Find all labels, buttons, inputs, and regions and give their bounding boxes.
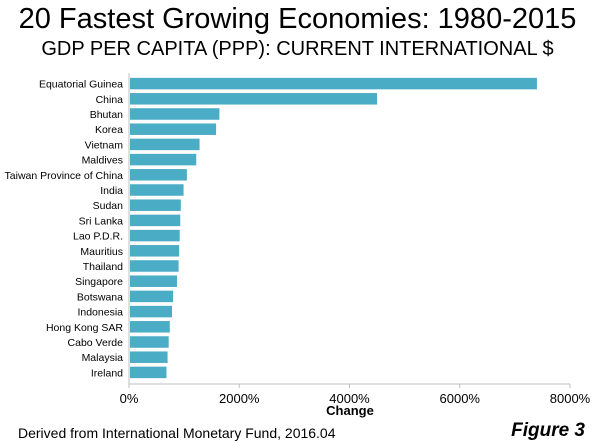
chart-subtitle: GDP PER CAPITA (PPP): CURRENT INTERNATIO… xyxy=(41,38,554,60)
category-label: Mauritius xyxy=(80,246,123,258)
x-axis-label: Change xyxy=(326,403,374,418)
bar xyxy=(130,138,200,151)
category-label: Botswana xyxy=(77,291,123,303)
x-tick-label: 0% xyxy=(120,391,139,406)
bar xyxy=(130,336,169,348)
bar xyxy=(130,108,220,120)
bar xyxy=(130,199,181,211)
category-label: Vietnam xyxy=(85,139,124,151)
category-label: Indonesia xyxy=(77,307,123,319)
bar xyxy=(130,275,177,287)
category-label: Cabo Verde xyxy=(68,337,124,349)
source-note: Derived from International Monetary Fund… xyxy=(18,425,336,441)
category-label: Malaysia xyxy=(82,352,124,364)
bar xyxy=(130,169,187,181)
x-tick-label: 6000% xyxy=(440,391,481,406)
bar xyxy=(130,77,537,90)
category-label: Maldives xyxy=(82,155,123,167)
bar xyxy=(130,184,184,196)
bar xyxy=(130,290,174,303)
category-label: India xyxy=(100,185,123,197)
category-label: Bhutan xyxy=(90,109,123,121)
bar xyxy=(130,260,179,272)
bar xyxy=(130,321,170,333)
category-label: Ireland xyxy=(91,367,123,379)
category-label: Singapore xyxy=(75,276,123,288)
x-tick-label: 8000% xyxy=(550,391,591,406)
x-tick-label: 4000% xyxy=(329,391,370,406)
plot-area: Equatorial Guinea China Bhutan Korea Vietnam… xyxy=(5,73,591,406)
bar xyxy=(130,214,181,227)
category-label: Korea xyxy=(95,124,123,136)
bar-chart: Equatorial Guinea China Bhutan Korea Vietnam… xyxy=(5,73,591,418)
category-label: China xyxy=(96,94,124,106)
bar xyxy=(130,123,217,135)
x-tick-label: 2000% xyxy=(219,391,260,406)
category-label: Sri Lanka xyxy=(79,215,124,227)
category-label: Thailand xyxy=(83,261,123,273)
bar xyxy=(130,229,180,242)
category-label: Hong Kong SAR xyxy=(46,322,123,334)
category-label: Equatorial Guinea xyxy=(39,79,123,91)
category-label: Sudan xyxy=(93,200,124,212)
bar xyxy=(130,93,378,105)
chart-title: 20 Fastest Growing Economies: 1980-2015 xyxy=(18,3,577,35)
bar xyxy=(130,153,197,166)
bar xyxy=(130,305,172,318)
bar xyxy=(130,366,167,379)
bar xyxy=(130,351,168,363)
bar xyxy=(130,245,180,257)
figure-label: Figure 3 xyxy=(511,420,585,441)
category-label: Taiwan Province of China xyxy=(5,170,124,182)
category-label: Lao P.D.R. xyxy=(73,231,123,243)
